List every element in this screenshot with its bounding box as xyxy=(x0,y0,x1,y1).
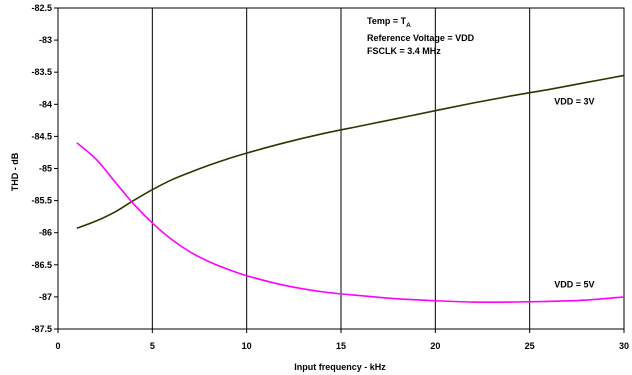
series-label-bg xyxy=(551,94,614,109)
y-tick-label: -83 xyxy=(39,35,52,45)
y-tick-label: -83.5 xyxy=(31,67,52,77)
series-lines xyxy=(76,74,625,303)
y-tick-label: -85.5 xyxy=(31,196,52,206)
conditions-line-2: Reference Voltage = VDD xyxy=(367,33,475,43)
conditions-line-1: Temp = TA xyxy=(367,16,411,29)
conditions-temp: Temp = T xyxy=(367,16,407,26)
y-axis: -82.5 -83 -83.5 -84 -84.5 -85 -85.5 -86 -86.5 -87… xyxy=(31,3,58,334)
y-tick-label: -86 xyxy=(39,228,52,238)
x-tick-label: 10 xyxy=(242,341,252,351)
x-tick-label: 5 xyxy=(150,341,155,351)
y-tick-label: -84 xyxy=(39,99,52,109)
series-label-vdd-5v: VDD = 5V xyxy=(554,279,594,289)
x-tick-label: 15 xyxy=(336,341,346,351)
x-tick-label: 25 xyxy=(525,341,535,351)
conditions-line-3: FSCLK = 3.4 MHz xyxy=(367,46,441,56)
y-tick-label: -87 xyxy=(39,292,52,302)
conditions-box: Temp = TA Reference Voltage = VDD FSCLK … xyxy=(367,16,475,56)
series-line-vdd-5v xyxy=(76,142,625,303)
series-label-vdd-3v: VDD = 3V xyxy=(554,96,594,106)
series-labels: VDD = 3V VDD = 5V xyxy=(551,94,614,292)
y-tick-label: -86.5 xyxy=(31,260,52,270)
y-tick-label: -84.5 xyxy=(31,131,52,141)
x-axis-label: Input frequency - kHz xyxy=(294,362,386,372)
y-tick-label: -85 xyxy=(39,164,52,174)
y-tick-label: -82.5 xyxy=(31,3,52,13)
y-axis-label: THD - dB xyxy=(10,152,20,191)
y-tick-label: -87.5 xyxy=(31,324,52,334)
conditions-temp-subscript: A xyxy=(406,22,411,29)
x-tick-label: 30 xyxy=(619,341,629,351)
series-line-vdd-3v xyxy=(76,74,625,229)
x-tick-label: 0 xyxy=(55,341,60,351)
series-label-bg xyxy=(551,277,614,292)
x-axis: 0 5 10 15 20 25 30 xyxy=(55,329,629,351)
x-tick-label: 20 xyxy=(430,341,440,351)
grid xyxy=(151,8,531,329)
